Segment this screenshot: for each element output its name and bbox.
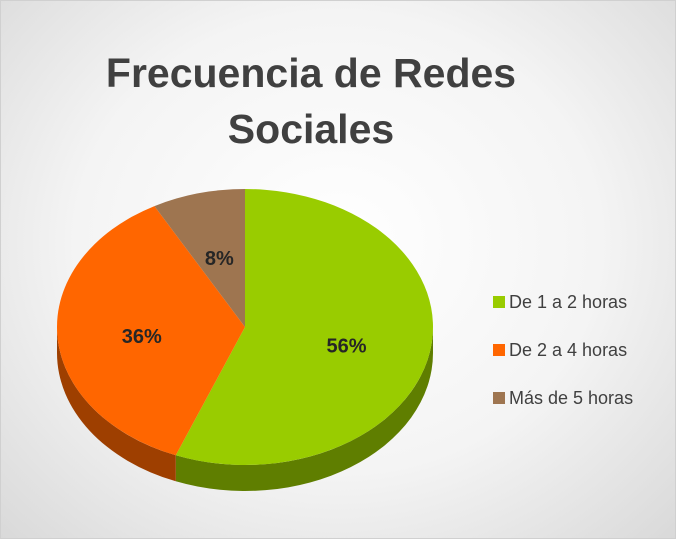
legend-label: De 2 a 4 horas — [509, 340, 627, 360]
legend-label: Más de 5 horas — [509, 388, 633, 408]
slice-top — [154, 189, 245, 327]
legend-swatch — [493, 392, 505, 404]
data-label: 8% — [205, 248, 234, 270]
legend-swatch — [493, 296, 505, 308]
chart-title: Frecuencia de Redes Sociales — [105, 50, 517, 152]
slice — [175, 188, 434, 491]
slice-side — [175, 327, 433, 491]
slice-top — [175, 188, 434, 465]
slice — [154, 189, 245, 327]
slice — [56, 206, 245, 482]
data-label: 36% — [122, 326, 162, 348]
legend-swatch — [493, 344, 505, 356]
data-label: 56% — [327, 336, 367, 358]
slice-top — [56, 206, 245, 456]
legend-label: De 1 a 2 horas — [509, 292, 627, 312]
slice-side — [57, 327, 176, 482]
